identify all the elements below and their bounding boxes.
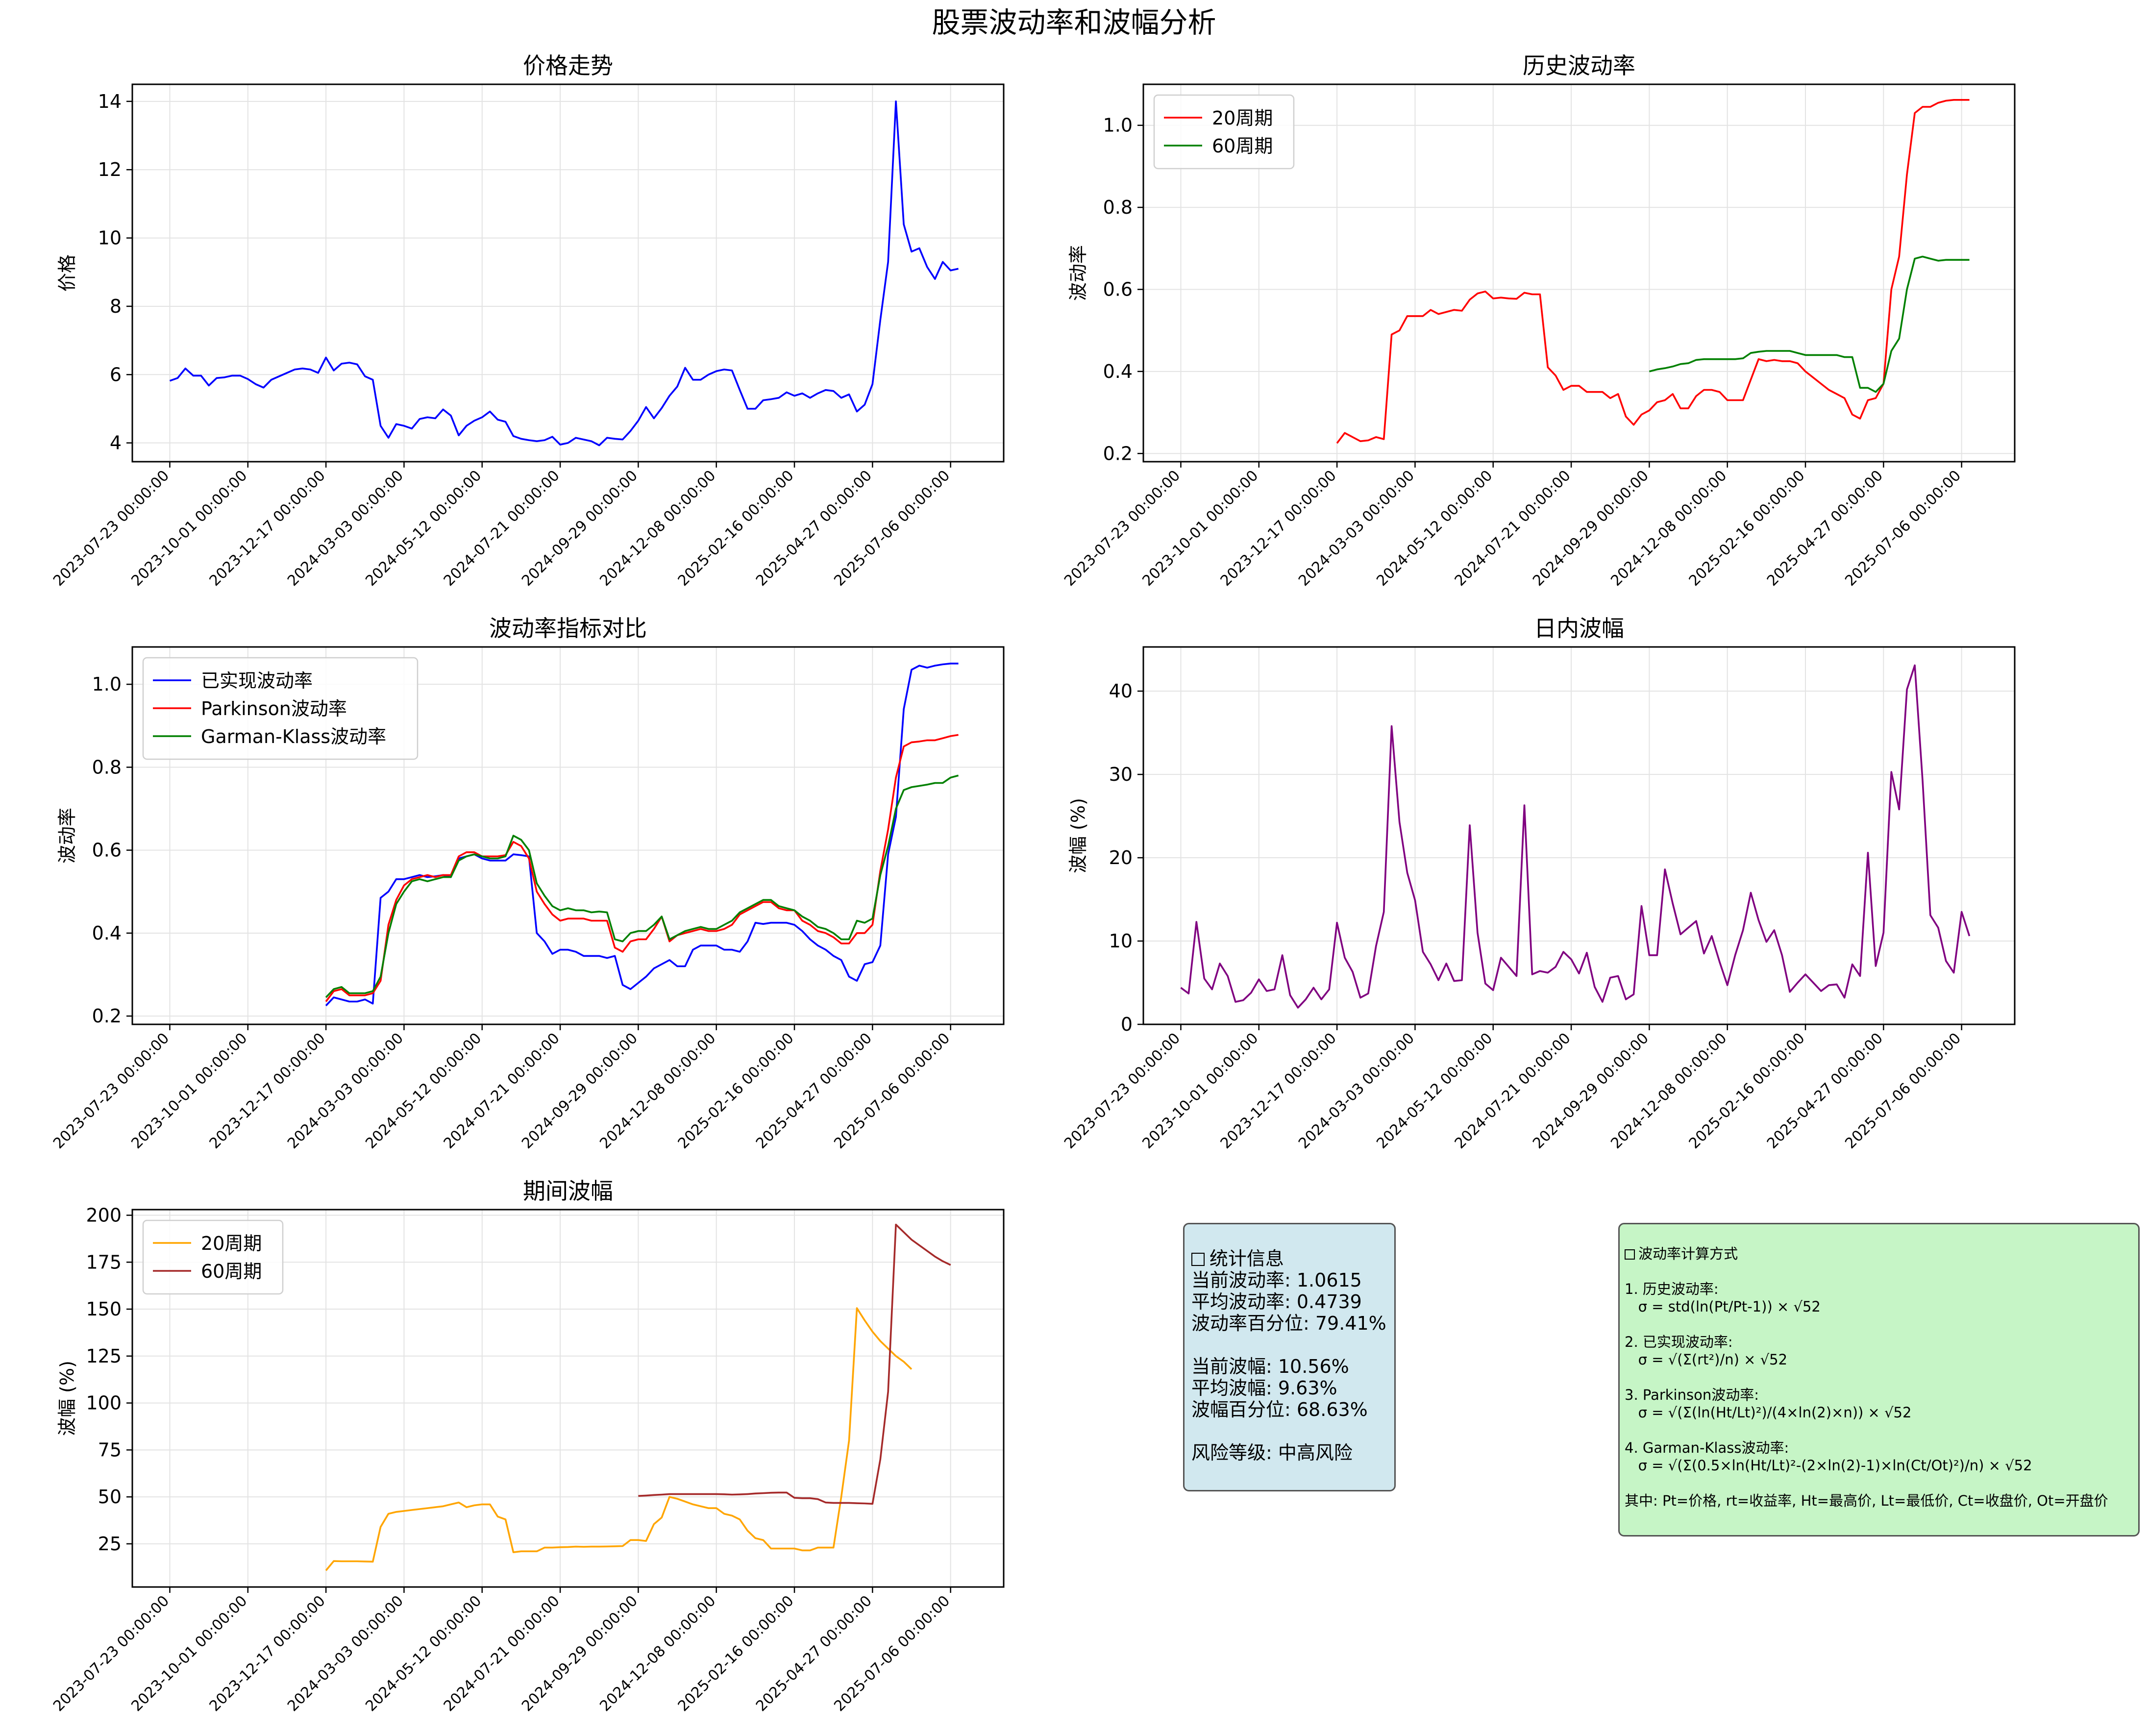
formula-2: σ = √(Σ(rt²)/n) × √52 — [1625, 1351, 1788, 1368]
y-tick-label: 175 — [86, 1251, 122, 1273]
y-axis-label: 波动率 — [1067, 245, 1089, 301]
legend: 20周期 60周期 — [1153, 94, 1295, 170]
formula-note: 其中: Pt=价格, rt=收益率, Ht=最高价, Lt=最低价, Ct=收盘… — [1625, 1492, 2108, 1509]
formula-1: σ = std(ln(Pt/Pt-1)) × √52 — [1625, 1298, 1821, 1315]
average-volatility: 平均波动率: 0.4739 — [1191, 1291, 1362, 1313]
y-tick-label: 0.2 — [1103, 443, 1133, 464]
legend-frame — [1153, 94, 1295, 170]
formula-title-2: 2. 已实现波动率: — [1625, 1334, 1733, 1350]
series-line-1 — [1180, 664, 1971, 1009]
y-axis-label: 波动率 — [56, 808, 78, 864]
y-tick-label: 10 — [1109, 930, 1133, 952]
y-axis-label: 价格 — [56, 254, 78, 292]
y-axis-label: 波幅 (%) — [56, 1361, 78, 1436]
y-tick-label: 200 — [86, 1204, 122, 1226]
average-range: 平均波幅: 9.63% — [1191, 1377, 1337, 1399]
y-tick-label: 1.0 — [92, 673, 122, 695]
legend-label: 60周期 — [201, 1261, 262, 1282]
y-tick-label: 20 — [1109, 847, 1133, 868]
y-tick-label: 10 — [98, 227, 122, 249]
checkbox-icon — [1191, 1252, 1205, 1266]
axes-frame — [131, 646, 1005, 1025]
checkbox-icon — [1625, 1249, 1635, 1260]
y-tick-label: 0 — [1121, 1014, 1133, 1035]
stats-header: 统计信息 — [1209, 1248, 1284, 1269]
series-line-1 — [325, 662, 959, 1007]
series-line-2 — [638, 1223, 951, 1505]
axes-frame — [131, 1209, 1005, 1588]
formula-title-1: 1. 历史波动率: — [1625, 1281, 1719, 1297]
formula-info-box: 波动率计算方式 1. 历史波动率: σ = std(ln(Pt/Pt-1)) ×… — [1618, 1223, 2140, 1537]
current-volatility: 当前波动率: 1.0615 — [1191, 1269, 1362, 1291]
current-range: 当前波幅: 10.56% — [1191, 1356, 1349, 1377]
y-tick-label: 0.8 — [1103, 197, 1133, 218]
legend-label: 20周期 — [201, 1233, 262, 1254]
axes-frame — [1142, 83, 2016, 463]
series-line-1 — [1336, 99, 1970, 444]
y-tick-label: 75 — [98, 1439, 122, 1461]
legend: 20周期 60周期 — [142, 1219, 284, 1295]
y-tick-label: 125 — [86, 1345, 122, 1367]
stats-info-box: 统计信息 当前波动率: 1.0615 平均波动率: 0.4739 波动率百分位:… — [1183, 1223, 1396, 1491]
legend-frame — [142, 1219, 284, 1295]
series-line-2 — [325, 734, 959, 1002]
y-tick-label: 6 — [110, 364, 122, 385]
figure-title: 股票波动率和波幅分析 — [932, 6, 1216, 39]
y-tick-label: 100 — [86, 1392, 122, 1414]
axes-frame — [1142, 646, 2016, 1025]
formula-title-4: 4. Garman-Klass波动率: — [1625, 1439, 1789, 1456]
series-line-1 — [325, 1307, 913, 1571]
formula-3: σ = √(Σ(ln(Ht/Lt)²)/(4×ln(2)×n)) × √52 — [1625, 1404, 1912, 1421]
legend-label: 已实现波动率 — [201, 670, 313, 692]
y-tick-label: 50 — [98, 1486, 122, 1508]
legend-frame — [142, 657, 419, 760]
y-tick-label: 40 — [1109, 680, 1133, 702]
y-tick-label: 0.2 — [92, 1005, 122, 1027]
y-tick-label: 150 — [86, 1298, 122, 1320]
chart-title: 波动率指标对比 — [489, 615, 647, 642]
y-tick-label: 0.4 — [1103, 361, 1133, 382]
y-tick-label: 0.8 — [92, 756, 122, 778]
series-line-3 — [325, 774, 959, 998]
legend-label: 20周期 — [1212, 107, 1273, 129]
y-tick-label: 1.0 — [1103, 115, 1133, 136]
y-axis-label: 波幅 (%) — [1067, 798, 1089, 873]
chart-title: 期间波幅 — [523, 1178, 613, 1204]
legend-label: 60周期 — [1212, 135, 1273, 157]
formula-title-3: 3. Parkinson波动率: — [1625, 1387, 1759, 1403]
formula-header: 波动率计算方式 — [1638, 1245, 1738, 1262]
series-line-2 — [1649, 255, 1970, 393]
y-tick-label: 25 — [98, 1533, 122, 1555]
y-tick-label: 12 — [98, 159, 122, 180]
chart-title: 价格走势 — [523, 52, 613, 79]
y-tick-label: 8 — [110, 296, 122, 317]
axes-frame — [131, 83, 1005, 463]
risk-level: 风险等级: 中高风险 — [1191, 1442, 1353, 1463]
legend-label: Parkinson波动率 — [201, 698, 347, 719]
y-tick-label: 0.6 — [92, 840, 122, 861]
series-line-1 — [169, 100, 959, 446]
y-tick-label: 14 — [98, 91, 122, 112]
legend: 已实现波动率 Parkinson波动率 Garman-Klass波动率 — [142, 657, 419, 760]
y-tick-label: 0.6 — [1103, 278, 1133, 300]
y-tick-label: 0.4 — [92, 922, 122, 944]
y-tick-label: 4 — [110, 432, 122, 454]
legend-label: Garman-Klass波动率 — [201, 726, 386, 747]
volatility-percentile: 波动率百分位: 79.41% — [1191, 1313, 1386, 1334]
y-tick-label: 30 — [1109, 764, 1133, 785]
formula-4: σ = √(Σ(0.5×ln(Ht/Lt)²-(2×ln(2)-1)×ln(Ct… — [1625, 1457, 2032, 1474]
chart-title: 日内波幅 — [1534, 615, 1624, 642]
chart-title: 历史波动率 — [1523, 52, 1635, 79]
range-percentile: 波幅百分位: 68.63% — [1191, 1399, 1368, 1420]
